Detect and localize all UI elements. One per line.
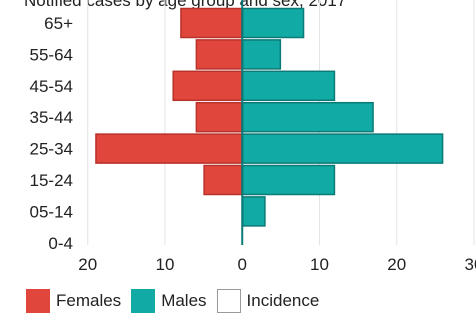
x-tick-label: 10 xyxy=(156,255,175,274)
bar-males-25-34 xyxy=(241,133,444,164)
y-category-label: 55-64 xyxy=(30,45,73,64)
bar-females-35-44 xyxy=(195,101,243,133)
bar-males-65plus xyxy=(241,7,305,39)
bar-males-15-24 xyxy=(241,164,336,196)
y-category-label: 0-4 xyxy=(48,234,73,253)
chart-title: Notified cases by age group and sex, 201… xyxy=(24,0,347,10)
chart-grid xyxy=(87,0,475,245)
x-tick-label: 20 xyxy=(387,255,406,274)
legend-swatch-incidence xyxy=(216,289,241,313)
legend-label-incidence: Incidence xyxy=(246,291,320,310)
bar-males-55-64 xyxy=(241,39,282,70)
y-category-label: 05-14 xyxy=(30,202,73,221)
y-category-label: 45-54 xyxy=(30,77,73,96)
legend-swatch-males xyxy=(131,289,156,313)
bar-males-35-44 xyxy=(241,101,374,133)
x-tick-label: 20 xyxy=(78,255,97,274)
x-tick-label: 10 xyxy=(310,255,329,274)
bar-females-45-54 xyxy=(172,70,243,102)
bar-females-55-64 xyxy=(195,39,243,70)
legend-label-males: Males xyxy=(161,291,207,310)
bar-males-45-54 xyxy=(241,70,336,102)
x-tick-label: 30 xyxy=(465,255,476,274)
legend-label-females: Females xyxy=(56,291,122,310)
bar-males-05-14 xyxy=(241,196,266,227)
bar-females-15-24 xyxy=(203,164,243,196)
y-category-label: 35-44 xyxy=(30,108,73,127)
y-category-label: 65+ xyxy=(44,14,73,33)
legend-item-females[interactable]: Females xyxy=(26,289,121,313)
legend-swatch-females xyxy=(26,289,50,313)
legend-item-incidence[interactable]: Incidence xyxy=(216,289,320,313)
chart-bars xyxy=(95,7,444,227)
chart-axes: 20 10 0 10 20 30 65+ 55-64 45-54 35-44 25-34 15-24 0… xyxy=(30,0,476,274)
y-category-label: 15-24 xyxy=(30,171,73,190)
y-category-label: 25-34 xyxy=(30,140,73,159)
bar-females-65plus xyxy=(180,7,243,39)
x-tick-label: 0 xyxy=(238,255,247,274)
chart-legend: Females Males Incidence xyxy=(26,288,329,314)
legend-item-males[interactable]: Males xyxy=(131,289,207,313)
bar-females-25-34 xyxy=(95,133,243,164)
